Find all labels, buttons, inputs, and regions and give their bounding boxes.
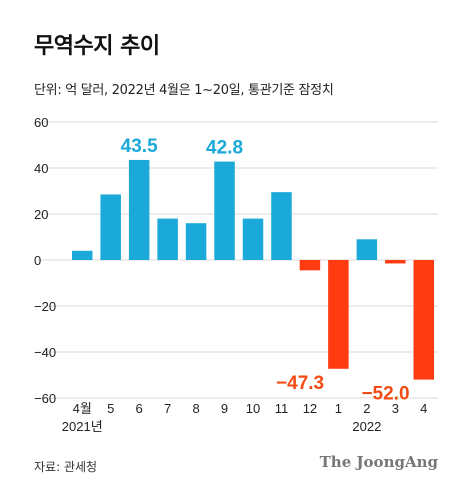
chart-title: 무역수지 추이 [34, 34, 160, 59]
data-labels: 43.5 42.8 −47.3 −52.0 [121, 136, 410, 405]
x-tick-label: 1 [335, 401, 342, 416]
bar-1 [71, 250, 93, 260]
x-tick-label: 12 [303, 401, 317, 416]
y-tick-label: 60 [34, 115, 48, 130]
x-tick-label: 9 [221, 401, 228, 416]
bar-7 [242, 218, 264, 260]
bar-2 [100, 194, 121, 260]
x-tick-label: 5 [107, 401, 114, 416]
bar-3 [128, 159, 150, 260]
x-tick-label: 8 [192, 401, 199, 416]
x-tick-label: 3 [392, 401, 399, 416]
year-label: 2022 [352, 419, 381, 434]
y-tick-label: −40 [34, 345, 56, 360]
data-label: −52.0 [361, 384, 409, 405]
data-label: 43.5 [121, 136, 158, 157]
chart-subtitle: 단위: 억 달러, 2022년 4월은 1~20일, 통관기준 잠정치 [34, 83, 334, 98]
bar-13 [413, 260, 435, 380]
bar-6 [214, 161, 235, 260]
data-label: 42.8 [206, 138, 243, 159]
bars [71, 159, 435, 380]
bar-4 [157, 218, 178, 260]
y-tick-label: −60 [34, 391, 56, 406]
y-tick-label: 20 [34, 207, 48, 222]
x-tick-label: 11 [275, 401, 289, 416]
y-tick-label: 40 [34, 161, 48, 176]
x-tick-label: 2 [363, 401, 370, 416]
grid-lines [38, 121, 438, 399]
publisher-logo: The JoongAng [319, 453, 438, 471]
y-tick-label: 0 [34, 253, 41, 268]
x-tick-label: 10 [246, 401, 260, 416]
x-tick-label: 4 [420, 401, 427, 416]
y-tick-label: −20 [34, 299, 56, 314]
x-tick-label: 7 [164, 401, 171, 416]
data-label: −47.3 [276, 373, 324, 394]
x-tick-label: 6 [136, 401, 143, 416]
x-tick-label: 4월 [73, 401, 92, 416]
y-axis-ticks: 60 40 20 0 −20 −40 −60 [34, 115, 56, 406]
bar-11 [356, 239, 378, 260]
bar-8 [271, 192, 292, 260]
bar-5 [185, 223, 207, 260]
source-note: 자료: 관세청 [34, 460, 98, 474]
bar-12 [385, 260, 406, 264]
year-label: 2021년 [62, 419, 103, 434]
bar-10 [328, 260, 349, 369]
bar-9 [299, 260, 321, 271]
